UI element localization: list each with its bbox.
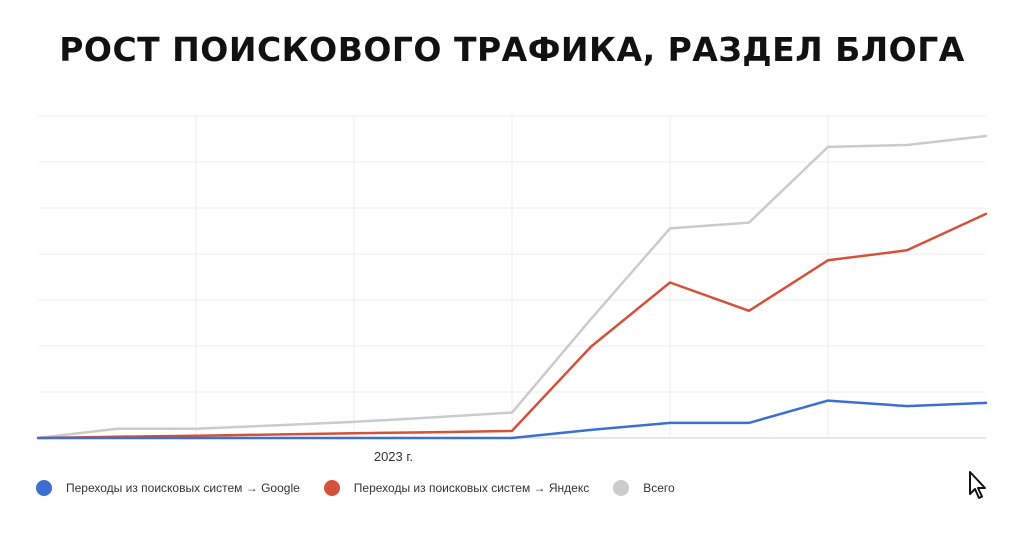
mouse-pointer-icon — [969, 471, 986, 499]
series-line-0 — [36, 399, 988, 440]
legend-item-total[interactable]: Всего — [613, 480, 675, 496]
x-tick-label: 2023 г. — [374, 449, 413, 464]
legend-swatch-total — [613, 480, 630, 496]
legend-item-yandex[interactable]: Переходы из поисковых систем → Яндекс — [323, 480, 590, 496]
legend-swatch-yandex — [323, 480, 340, 496]
legend-label-google: Переходы из поисковых систем → Google — [66, 481, 300, 495]
series-line-1 — [36, 212, 988, 440]
legend-label-yandex: Переходы из поисковых систем → Яндекс — [353, 481, 590, 495]
x-axis-tick-labels: 2023 г. — [374, 449, 413, 464]
legend-item-google[interactable]: Переходы из поисковых систем → Google — [36, 480, 300, 496]
series-lines — [36, 134, 988, 440]
series-line-2 — [36, 134, 988, 440]
legend-label-total: Всего — [643, 481, 675, 495]
legend-swatch-google — [36, 480, 52, 496]
vertical-gridlines — [195, 116, 829, 438]
chart-legend: Переходы из поисковых систем → Google Пе… — [36, 480, 699, 496]
chart-title: РОСТ ПОИСКОВОГО ТРАФИКА, РАЗДЕЛ БЛОГА — [59, 30, 965, 69]
